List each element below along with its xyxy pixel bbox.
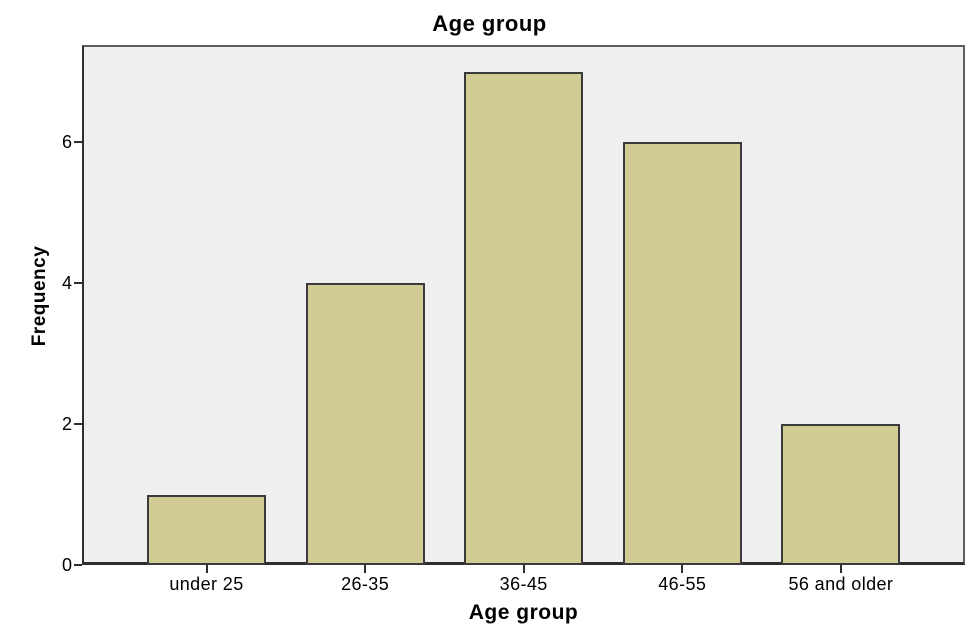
y-tick-mark-2	[74, 423, 82, 426]
x-tick-label-56-and-older: 56 and older	[788, 574, 894, 594]
y-tick-mark-6	[74, 141, 82, 144]
chart-title: Age group	[432, 11, 547, 36]
x-tick-label-36-45: 36-45	[499, 574, 548, 594]
y-axis-title: Frequency	[29, 245, 50, 347]
x-tick-mark-46-55	[681, 565, 684, 573]
x-tick-mark-56-and-older	[839, 565, 842, 573]
x-tick-mark-36-45	[522, 565, 525, 573]
y-tick-mark-4	[74, 282, 82, 285]
plot-area	[82, 45, 965, 565]
x-tick-label-46-55: 46-55	[658, 574, 707, 594]
y-tick-label-0: 0	[61, 555, 72, 575]
x-tick-mark-26-35	[364, 565, 367, 573]
y-tick-label-2: 2	[61, 414, 72, 435]
x-tick-label-26-35: 26-35	[341, 574, 390, 594]
x-tick-label-under-25: under 25	[169, 574, 244, 594]
x-axis-title: Age group	[468, 601, 579, 624]
y-tick-mark-0	[74, 564, 82, 566]
x-tick-mark-under-25	[205, 565, 208, 573]
y-tick-label-6: 6	[61, 132, 72, 153]
